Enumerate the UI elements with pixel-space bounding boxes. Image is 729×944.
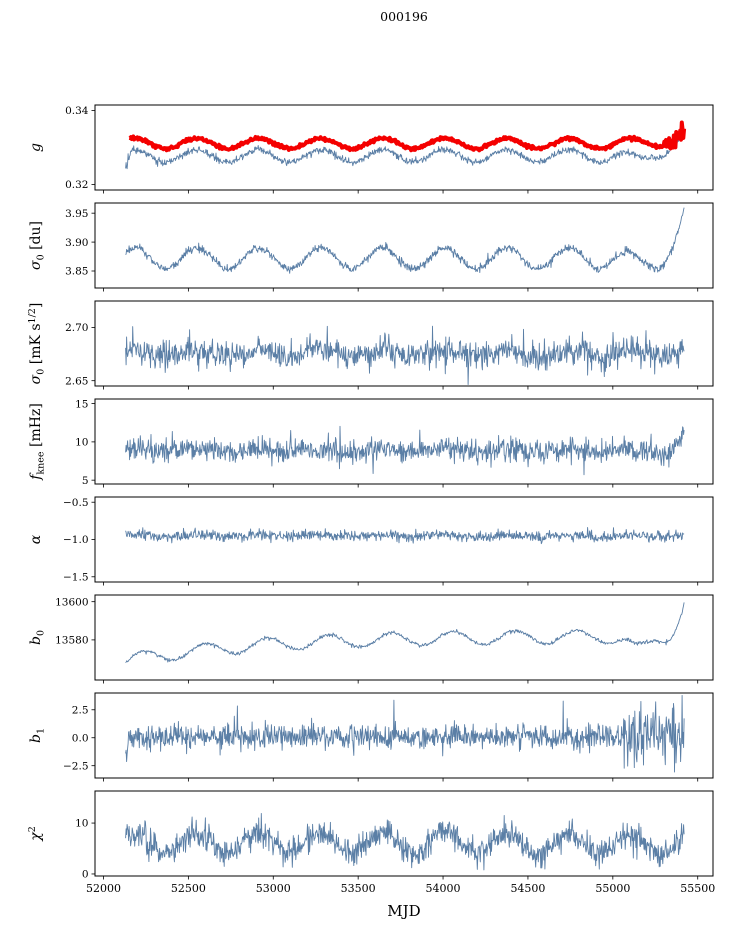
series-alpha — [125, 527, 685, 545]
y-axis-label: b0 — [28, 630, 47, 645]
y-tick-label: 15 — [75, 398, 88, 410]
panel-border — [94, 202, 714, 289]
y-axis-label: g — [28, 143, 44, 152]
y-tick-label: 13580 — [55, 635, 88, 647]
y-tick-label: 2.70 — [65, 322, 88, 334]
x-tick-label: 54000 — [426, 882, 461, 895]
panel-f-knee: 5 10 15 fknee [mHz] — [28, 398, 714, 488]
x-axis: 52000 52500 53000 53500 54000 54500 55000 55500… — [86, 882, 715, 920]
panels-group: 0.32 0.34 g 3.85 3.90 3.95 σ0 [du] 2.65 2.70 σ0 [… — [27, 104, 715, 920]
y-tick-label: −2.5 — [63, 760, 89, 772]
y-tick-label: −1.5 — [63, 571, 89, 583]
y-tick-label: 5 — [82, 475, 89, 487]
panel-b0: 13580 13600 b0 — [28, 594, 714, 684]
y-tick-label: 2.65 — [65, 375, 88, 387]
x-tick-label: 55000 — [595, 882, 630, 895]
panel-g: 0.32 0.34 g — [28, 104, 714, 194]
x-axis-title: MJD — [387, 902, 420, 920]
y-tick-label: −0.5 — [63, 497, 89, 509]
series-sigma0-du — [125, 207, 685, 274]
y-tick-label: 0.34 — [65, 105, 89, 117]
x-tick-label: 52000 — [86, 882, 121, 895]
y-axis-label: α — [28, 534, 44, 544]
y-tick-label: −1.0 — [63, 534, 89, 546]
y-tick-label: 0.0 — [72, 732, 89, 744]
panel-b1: 2.5 0.0 −2.5 b1 — [28, 692, 714, 782]
series-b0 — [125, 602, 685, 663]
series-b1 — [125, 694, 685, 773]
series-g-smoothed — [128, 120, 687, 153]
y-tick-label: 0.32 — [65, 179, 88, 191]
y-tick-label: 13600 — [55, 596, 88, 608]
x-tick-label: 52500 — [171, 882, 206, 895]
series-sigma0-mK — [125, 325, 685, 385]
x-tick-label: 53500 — [341, 882, 376, 895]
y-tick-label: 10 — [75, 437, 88, 449]
y-axis-label: fknee [mHz] — [28, 403, 47, 481]
y-tick-label: 3.95 — [65, 208, 88, 220]
panel-border — [94, 104, 714, 191]
x-tick-label: 53000 — [256, 882, 291, 895]
panel-border — [94, 594, 714, 681]
y-axis-label: σ0 [du] — [28, 221, 47, 270]
panel-border — [94, 300, 714, 387]
y-tick-label: 0 — [82, 869, 89, 881]
series-g-gain — [125, 128, 685, 170]
y-tick-label: 10 — [75, 818, 88, 830]
panel-sigma0-du: 3.85 3.90 3.95 σ0 [du] — [28, 202, 714, 292]
figure-title: 000196 — [380, 9, 428, 24]
series-chi2 — [125, 813, 685, 871]
y-axis-label: χ2 — [27, 826, 44, 842]
y-tick-label: 3.85 — [65, 266, 88, 278]
x-tick-label: 55500 — [680, 882, 715, 895]
panel-sigma0-mK: 2.65 2.70 σ0 [mK s1/2] — [27, 300, 714, 390]
panel-border — [94, 398, 714, 485]
series-f-knee — [125, 425, 685, 476]
y-axis-label: b1 — [28, 728, 47, 743]
panel-border — [94, 692, 714, 779]
y-tick-label: 3.90 — [65, 237, 88, 249]
x-tick-label: 54500 — [510, 882, 545, 895]
panel-chi2: 0 10 χ2 — [27, 790, 714, 881]
y-tick-label: 2.5 — [72, 704, 89, 716]
y-axis-label: σ0 [mK s1/2] — [27, 303, 47, 385]
panel-alpha: −1.5 −1.0 −0.5 α — [28, 496, 714, 586]
panel-border — [94, 790, 714, 877]
